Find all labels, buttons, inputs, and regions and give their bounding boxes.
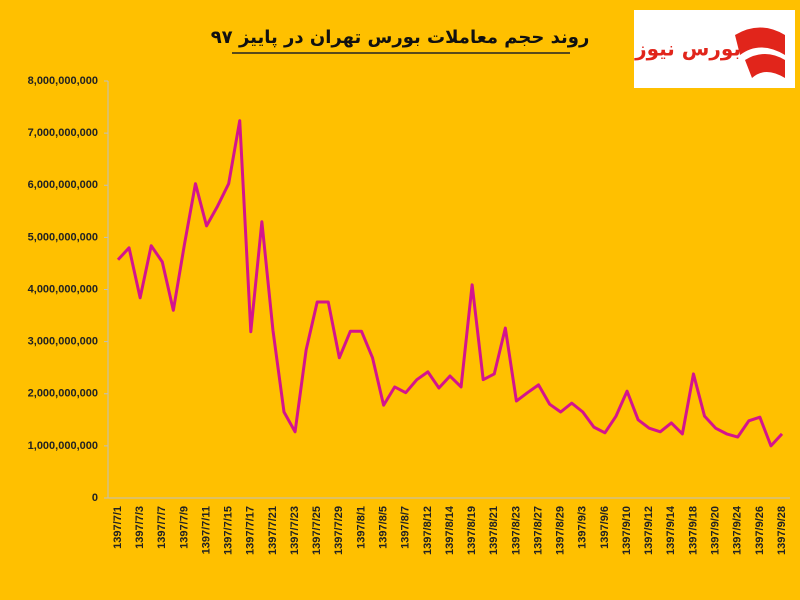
x-tick-label: 1397/9/26 xyxy=(754,506,766,555)
data-line xyxy=(116,119,784,448)
x-tick-label: 1397/9/6 xyxy=(599,506,611,549)
x-tick-label: 1397/8/5 xyxy=(378,506,390,549)
x-tick-label: 1397/7/17 xyxy=(245,506,257,555)
x-tick-label: 1397/9/20 xyxy=(710,506,722,555)
logo: بورس نیوز xyxy=(634,10,795,88)
x-tick-label: 1397/7/15 xyxy=(223,506,235,555)
x-tick-label: 1397/9/3 xyxy=(577,506,589,549)
x-tick-label: 1397/7/21 xyxy=(267,506,279,555)
logo-shape xyxy=(735,27,785,55)
x-tick-label: 1397/7/29 xyxy=(333,506,345,555)
x-tick-label: 1397/9/28 xyxy=(776,506,788,555)
x-tick-label: 1397/8/12 xyxy=(422,506,434,555)
x-tick-label: 1397/7/23 xyxy=(289,506,301,555)
logo-box xyxy=(634,10,795,88)
x-tick-label: 1397/8/27 xyxy=(532,506,544,555)
x-tick-label: 1397/7/1 xyxy=(112,506,124,549)
x-tick-label: 1397/9/12 xyxy=(643,506,655,555)
x-tick-label: 1397/8/19 xyxy=(466,506,478,555)
x-tick-label: 1397/7/3 xyxy=(134,506,146,549)
x-tick-label: 1397/8/21 xyxy=(488,506,500,555)
y-tick-label: 5,000,000,000 xyxy=(28,231,98,243)
y-tick-label: 2,000,000,000 xyxy=(28,388,98,400)
x-tick-label: 1397/8/23 xyxy=(510,506,522,555)
y-tick-label: 0 xyxy=(92,492,98,504)
y-tick-label: 1,000,000,000 xyxy=(28,440,98,452)
x-tick-label: 1397/8/1 xyxy=(355,506,367,549)
x-tick-label: 1397/7/25 xyxy=(311,506,323,555)
x-tick-label: 1397/8/29 xyxy=(555,506,567,555)
x-tick-label: 1397/7/9 xyxy=(178,506,190,549)
logo-text: بورس نیوز xyxy=(634,37,741,61)
y-tick-label: 3,000,000,000 xyxy=(28,336,98,348)
x-tick-label: 1397/9/18 xyxy=(687,506,699,555)
y-tick-label: 4,000,000,000 xyxy=(28,283,98,295)
logo-shape xyxy=(745,54,785,78)
x-tick-label: 1397/9/14 xyxy=(665,505,677,555)
y-tick-label: 6,000,000,000 xyxy=(28,179,98,191)
x-tick-label: 1397/9/10 xyxy=(621,506,633,555)
x-tick-label: 1397/7/7 xyxy=(156,506,168,549)
x-tick-label: 1397/8/7 xyxy=(400,506,412,549)
x-tick-label: 1397/8/14 xyxy=(444,505,456,555)
y-tick-label: 8,000,000,000 xyxy=(28,75,98,87)
y-tick-label: 7,000,000,000 xyxy=(28,127,98,139)
chart-title: روند حجم معاملات بورس تهران در پاییز ۹۷ xyxy=(211,27,590,48)
x-tick-label: 1397/9/24 xyxy=(732,505,744,555)
x-tick-label: 1397/7/11 xyxy=(200,506,212,554)
